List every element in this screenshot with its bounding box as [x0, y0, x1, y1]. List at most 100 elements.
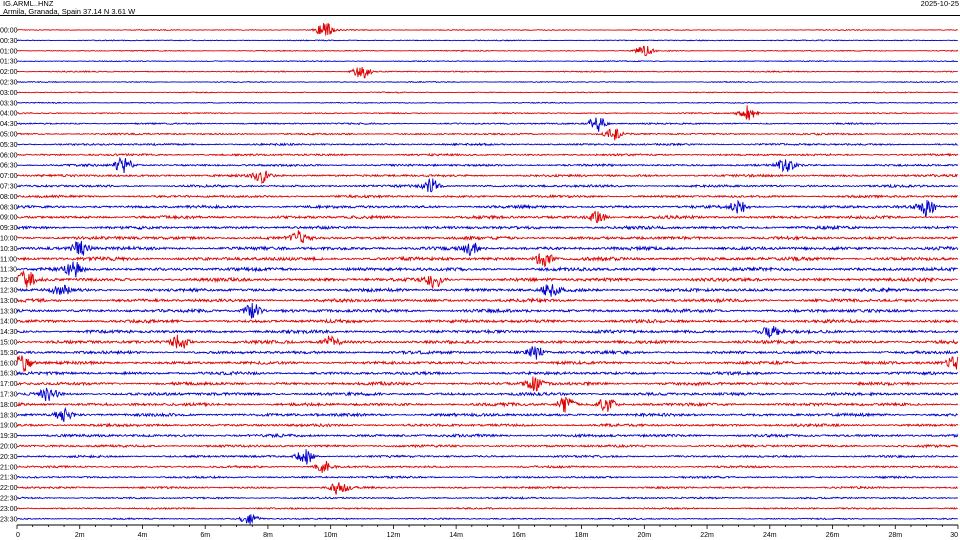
row-label-group: 00:00 00:30 01:00 01:30 02:00 02:30 03:00 03:30…: [0, 28, 18, 524]
trace-row-0300: [16, 91, 959, 94]
row-label: 02:00: [0, 69, 18, 76]
row-label: 20:00: [0, 444, 18, 451]
trace-row-0230: [16, 80, 959, 84]
trace-row-0530: [16, 142, 958, 147]
trace-row-1830: [16, 406, 958, 422]
trace-row-0830: [16, 199, 958, 218]
trace-row-1530: [16, 346, 959, 360]
trace-row-0430: [16, 117, 958, 132]
row-label: 17:30: [0, 392, 18, 399]
row-label: 00:00: [0, 28, 18, 35]
row-label: 13:00: [0, 298, 18, 305]
row-label: 20:30: [0, 454, 18, 461]
chart-date: 2025-10-25: [920, 0, 959, 8]
row-label: 19:00: [0, 423, 18, 430]
row-label: 15:30: [0, 350, 18, 357]
trace-row-1200: [16, 269, 958, 290]
trace-row-0900: [16, 211, 959, 224]
x-tick-label: 26m: [826, 532, 840, 539]
trace-row-0200: [16, 66, 958, 79]
trace-row-2230: [16, 495, 959, 500]
x-tick-label: 22m: [700, 532, 714, 539]
trace-row-1100: [16, 253, 959, 268]
x-tick-label: 12m: [387, 532, 401, 539]
row-label: 10:00: [0, 236, 18, 243]
trace-row-0600: [16, 152, 959, 157]
trace-row-0030: [16, 39, 958, 42]
row-label: 23:00: [0, 506, 18, 513]
trace-row-1500: [16, 334, 959, 349]
x-tick-label: 10m: [324, 532, 338, 539]
row-label: 16:00: [0, 360, 18, 367]
trace-row-2330: [16, 513, 958, 525]
row-label: 00:30: [0, 38, 18, 45]
trace-row-1000: [16, 230, 958, 243]
row-label: 07:30: [0, 184, 18, 191]
row-label: 22:00: [0, 485, 18, 492]
row-label: 23:30: [0, 516, 18, 523]
row-label: 05:30: [0, 142, 18, 149]
row-label: 05:00: [0, 132, 18, 139]
row-label: 18:30: [0, 412, 18, 419]
x-tick-label: 14m: [449, 532, 463, 539]
trace-row-2130: [16, 475, 958, 480]
x-tick-label: 6m: [200, 532, 210, 539]
row-label: 07:00: [0, 173, 18, 180]
x-tick-label: 24m: [763, 532, 777, 539]
trace-row-1700: [16, 376, 959, 392]
row-label: 10:30: [0, 246, 18, 253]
trace-row-0130: [16, 60, 958, 63]
trace-row-2030: [16, 449, 959, 465]
trace-row-1130: [16, 261, 958, 278]
row-label: 12:30: [0, 288, 18, 295]
trace-row-0730: [16, 178, 959, 193]
trace-row-1930: [16, 432, 959, 439]
trace-row-0930: [16, 224, 959, 231]
x-tick-label: 28m: [888, 532, 902, 539]
trace-row-0800: [16, 193, 958, 199]
row-label: 15:00: [0, 340, 18, 347]
row-label: 03:00: [0, 90, 18, 97]
row-label: 01:00: [0, 48, 18, 55]
x-tick-label: 20m: [638, 532, 652, 539]
row-label: 12:00: [0, 277, 18, 284]
x-tick-label: 0: [16, 532, 20, 539]
row-label: 06:00: [0, 152, 18, 159]
row-label: 14:30: [0, 329, 18, 336]
station-code: IG.ARML..HNZ: [3, 0, 54, 8]
row-label: 04:00: [0, 111, 18, 118]
row-label: 08:00: [0, 194, 18, 201]
trace-row-1230: [16, 284, 959, 297]
row-label: 09:00: [0, 215, 18, 222]
row-label: 22:30: [0, 496, 18, 503]
x-tick-label: 8m: [263, 532, 273, 539]
x-tick-label: 18m: [575, 532, 589, 539]
row-label: 11:30: [0, 267, 17, 274]
trace-row-0000: [16, 22, 958, 36]
row-label: 11:00: [0, 256, 17, 263]
trace-row-2000: [16, 443, 959, 449]
trace-row-2300: [16, 506, 958, 511]
trace-row-1630: [16, 370, 958, 377]
trace-row-0630: [16, 156, 959, 174]
x-tick-label: 30: [950, 532, 958, 539]
trace-row-1300: [16, 297, 959, 304]
trace-row-2200: [16, 482, 958, 495]
row-label: 19:30: [0, 433, 18, 440]
trace-row-1730: [16, 387, 959, 402]
row-label: 21:00: [0, 464, 18, 471]
chart-header: IG.ARML..HNZ Armila, Granada, Spain 37.1…: [0, 0, 960, 16]
row-label: 13:30: [0, 308, 18, 315]
x-tick-label: 16m: [512, 532, 526, 539]
row-label: 08:30: [0, 204, 18, 211]
trace-row-1900: [16, 422, 959, 428]
trace-row-0700: [16, 170, 958, 185]
trace-row-1430: [16, 325, 959, 339]
x-axis: 0 2m 4m 6m 8m 10m 12m 14m 16m 18m 20m 22m 24m 26m 28m 3…: [16, 524, 959, 539]
row-label: 09:30: [0, 225, 18, 232]
trace-group: [16, 22, 959, 525]
trace-row-0400: [16, 105, 958, 121]
row-label: 16:30: [0, 371, 18, 378]
row-label: 03:30: [0, 100, 18, 107]
